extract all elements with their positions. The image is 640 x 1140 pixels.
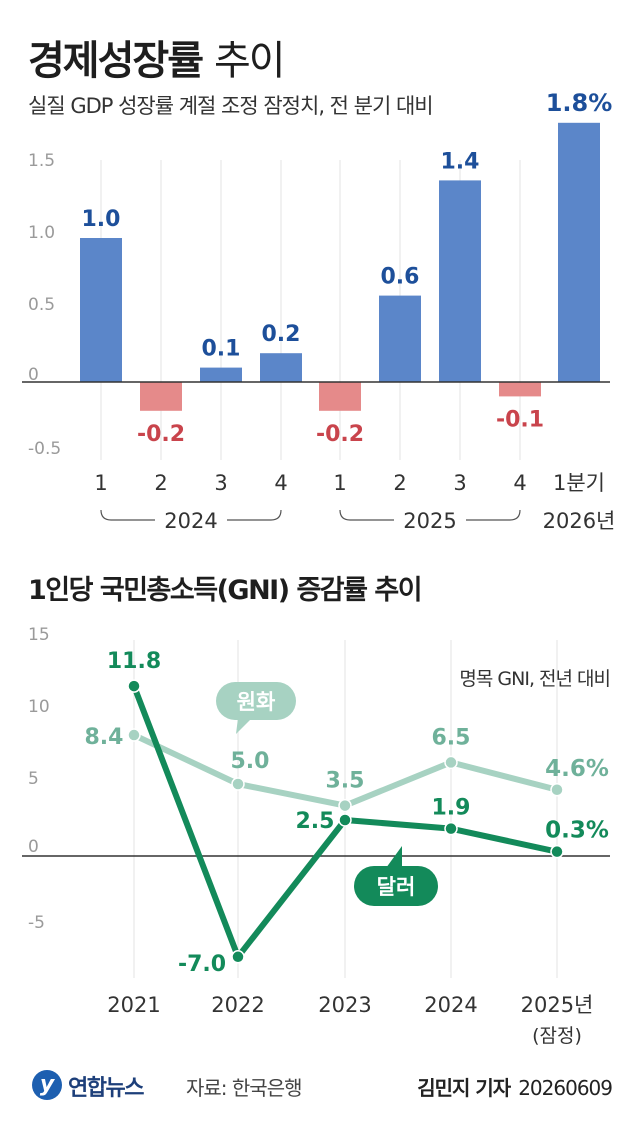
- y-tick-label: 0.5: [28, 295, 55, 315]
- dollar-legend-pointer: [386, 846, 402, 868]
- x-tick-label: 3: [214, 471, 227, 495]
- x-tick-label: 2: [154, 471, 167, 495]
- won-value-label: 3.5: [326, 769, 365, 794]
- logo-text: 연합뉴스: [68, 1076, 144, 1101]
- chart2-title: 1인당 국민총소득(GNI) 증감률 추이: [28, 575, 423, 606]
- won-series-point: [550, 783, 564, 797]
- dollar-series-point: [338, 813, 352, 827]
- x-tick-label: 1분기: [553, 471, 605, 495]
- group-label: 2024: [164, 509, 217, 533]
- x-tick-label: 2023: [318, 993, 371, 1017]
- won-value-label: 8.4: [85, 725, 124, 750]
- gni-line-chart: -5 0 5 10 15 8.4 5.0 3.5 6.5 4.6% 11.8 -7.0 2.5 1.9 0.…: [22, 625, 610, 1047]
- dollar-value-label: -7.0: [178, 952, 226, 977]
- x-tick-label: 2: [393, 471, 406, 495]
- reporter-name: 김민지 기자: [417, 1076, 511, 1100]
- y-tick-label: 15: [28, 625, 50, 645]
- x-tick-label: 2025년: [521, 993, 594, 1017]
- source-text: 자료: 한국은행: [186, 1076, 302, 1100]
- won-series-point: [338, 798, 352, 813]
- bar-value-label: 0.2: [262, 322, 301, 347]
- yonhap-logo-icon: y: [32, 1070, 62, 1100]
- bar: [200, 367, 242, 382]
- group-bracket: [339, 509, 521, 521]
- y-tick-label: 1.5: [28, 151, 55, 171]
- y-tick-label: 0: [28, 837, 39, 857]
- won-value-label: 4.6%: [545, 756, 609, 782]
- title-bold: 경제성장률: [28, 38, 204, 84]
- bar: [499, 382, 541, 397]
- x-tick-label: 3: [453, 471, 466, 495]
- dollar-value-label: 2.5: [296, 809, 335, 834]
- dollar-series-point: [550, 844, 564, 859]
- x-tick-label: 1: [94, 471, 107, 495]
- x-tick-label: 2024: [424, 993, 477, 1017]
- x-tick-label: 1: [333, 471, 346, 495]
- y-tick-label: 1.0: [28, 223, 55, 243]
- chart2-note: 명목 GNI, 전년 대비: [459, 668, 611, 690]
- gdp-bar-chart: -0.5 0 0.5 1.0 1.5 1.0 -0.2 0.1 0.2 -0.2 0.6 1.4 -0.…: [22, 89, 616, 533]
- y-tick-label: 5: [28, 769, 39, 789]
- won-series-point: [127, 728, 141, 742]
- won-value-label: 5.0: [231, 749, 270, 774]
- title-light: 추이: [213, 38, 286, 84]
- bar: [319, 382, 361, 411]
- y-tick-label: -0.5: [28, 439, 61, 459]
- bar-value-label: -0.2: [316, 422, 364, 447]
- x-tick-label: 4: [274, 471, 287, 495]
- x-tick-label: 2022: [211, 993, 264, 1017]
- bar-value-label: 0.6: [381, 265, 420, 290]
- bar: [379, 295, 421, 382]
- bar-value-label: -0.2: [137, 422, 185, 447]
- footer: y 연합뉴스 자료: 한국은행 김민지 기자 20260609: [28, 1068, 613, 1108]
- dollar-series-point: [231, 950, 245, 964]
- bar-value-label: 0.1: [202, 337, 241, 362]
- bar-value-label: 1.4: [441, 149, 480, 174]
- bar: [558, 122, 600, 383]
- dollar-value-label: 1.9: [432, 796, 471, 821]
- dollar-series-point: [127, 679, 141, 693]
- publish-date: 20260609: [518, 1076, 613, 1100]
- won-value-label: 6.5: [432, 725, 471, 750]
- x-tick-sublabel: (잠정): [532, 1025, 582, 1047]
- y-tick-label: -5: [28, 913, 45, 933]
- won-legend-pointer: [236, 718, 252, 734]
- bar: [260, 353, 302, 382]
- bar-value-label: 1.8%: [546, 89, 613, 117]
- chart1-subtitle: 실질 GDP 성장률 계절 조정 잠정치, 전 분기 대비: [28, 94, 434, 118]
- dollar-legend-label: 달러: [377, 875, 416, 899]
- page-title: 경제성장률 추이: [28, 28, 286, 86]
- dollar-value-label: 11.8: [107, 649, 161, 674]
- won-series-point: [444, 755, 458, 770]
- bar: [140, 382, 182, 411]
- bar: [439, 180, 481, 382]
- won-series-point: [231, 777, 245, 791]
- won-legend-label: 원화: [237, 690, 276, 714]
- dollar-value-label: 0.3%: [545, 818, 609, 844]
- group-label: 2025: [403, 509, 456, 533]
- x-tick-label: 4: [513, 471, 526, 495]
- dollar-legend-bubble: [354, 866, 438, 906]
- reporter-credit: 김민지 기자 20260609: [417, 1072, 613, 1101]
- won-legend-bubble: [216, 682, 296, 720]
- bar: [80, 238, 122, 382]
- y-tick-label: 0: [28, 365, 39, 385]
- x-tick-label: 2021: [107, 993, 160, 1017]
- bar-value-label: -0.1: [496, 407, 544, 432]
- dollar-series-point: [444, 821, 458, 836]
- y-tick-label: 10: [28, 697, 50, 717]
- group-label: 2026년: [543, 509, 616, 533]
- bar-value-label: 1.0: [82, 207, 121, 232]
- group-bracket: [100, 509, 282, 521]
